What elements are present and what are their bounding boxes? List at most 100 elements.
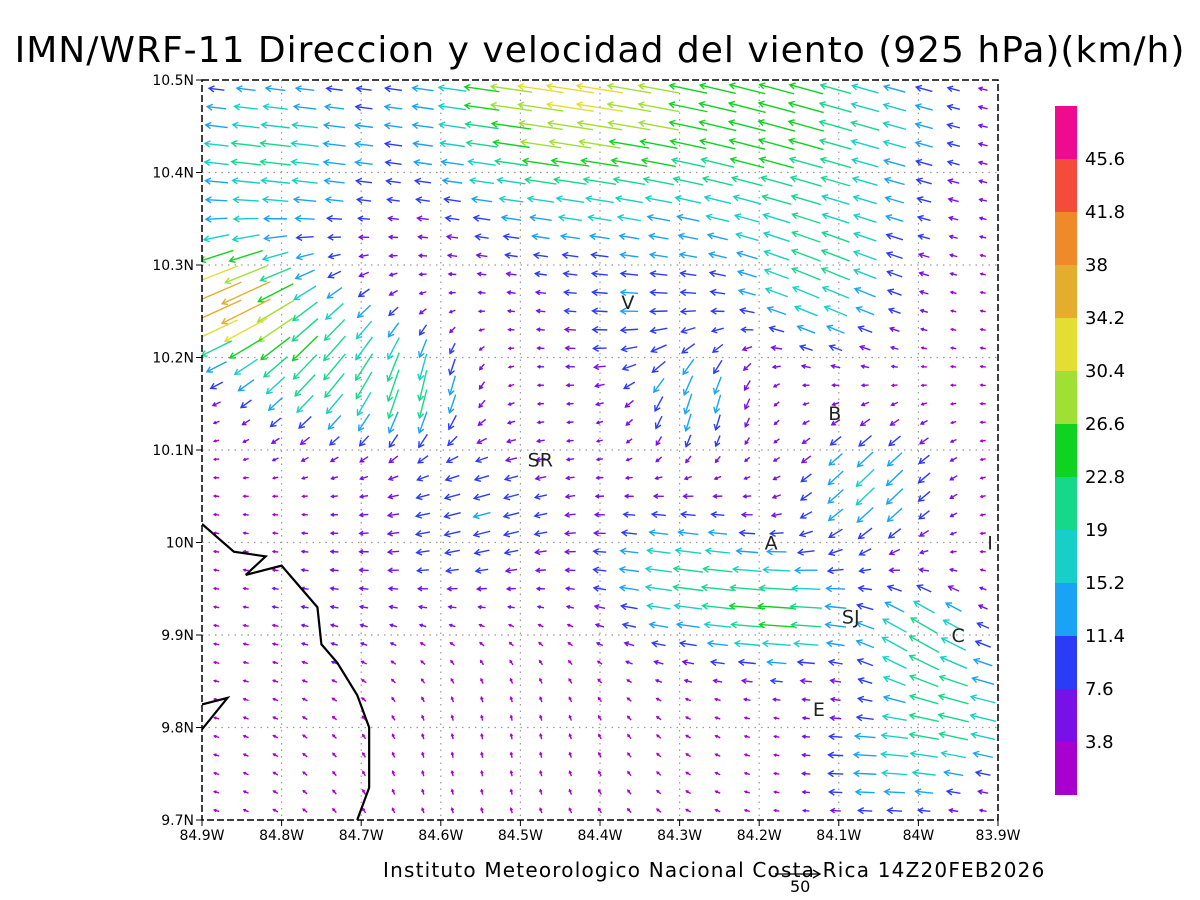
wind-arrow <box>670 157 705 168</box>
wind-arrow <box>291 318 319 342</box>
wind-arrow <box>974 639 991 648</box>
wind-arrow <box>450 732 455 740</box>
wind-arrow <box>322 140 346 148</box>
wind-arrow <box>272 734 279 739</box>
wind-arrow <box>764 286 788 298</box>
wind-arrow <box>496 176 526 185</box>
wind-arrow <box>490 120 532 130</box>
wind-arrow <box>421 696 425 703</box>
wind-arrow <box>489 83 533 93</box>
colorbar-label: 45.6 <box>1085 149 1125 170</box>
wind-arrow <box>701 602 734 610</box>
wind-arrow <box>323 177 345 185</box>
wind-arrow <box>597 696 603 703</box>
wind-arrow <box>356 304 372 319</box>
wind-arrow <box>736 269 757 278</box>
colorbar-label: 11.4 <box>1085 626 1125 647</box>
wind-arrow <box>948 215 959 222</box>
wind-arrow <box>714 734 721 739</box>
wind-arrow <box>676 213 700 222</box>
wind-arrow <box>949 271 958 277</box>
wind-arrow <box>591 288 608 297</box>
wind-arrow <box>668 119 708 131</box>
wind-arrow <box>212 475 220 480</box>
wind-arrow <box>387 493 399 500</box>
wind-arrow <box>300 456 309 462</box>
wind-arrow <box>242 679 249 683</box>
wind-arrow <box>568 733 573 740</box>
wind-arrow <box>673 602 703 610</box>
wind-arrow <box>207 85 225 93</box>
wind-arrow <box>241 419 251 426</box>
wind-arrow <box>704 547 730 555</box>
wind-arrow <box>242 623 249 628</box>
wind-arrow <box>209 381 224 390</box>
wind-arrow <box>649 288 668 297</box>
wind-arrow <box>853 732 876 740</box>
wind-arrow <box>713 394 722 414</box>
wind-arrow <box>330 476 339 481</box>
wind-arrow <box>829 715 842 722</box>
wind-arrow <box>756 602 796 610</box>
wind-arrow <box>323 318 346 342</box>
wind-arrow <box>918 437 929 445</box>
wind-arrow <box>979 420 986 425</box>
wind-arrow <box>502 530 520 538</box>
wind-arrow <box>414 530 431 538</box>
place-label: SR <box>528 449 553 471</box>
wind-arrow <box>884 601 905 613</box>
lon-tick-label: 84.7W <box>339 828 384 844</box>
colorbar-label: 38 <box>1085 255 1108 276</box>
wind-arrow <box>354 103 373 111</box>
wind-arrow <box>291 301 318 322</box>
wind-arrow <box>473 548 490 556</box>
wind-arrow <box>827 658 843 667</box>
wind-arrow <box>584 195 614 204</box>
wind-arrow <box>595 475 604 480</box>
wind-arrow <box>762 566 791 574</box>
wind-arrow <box>799 677 812 685</box>
wind-arrow <box>978 586 987 591</box>
wind-arrow <box>562 270 578 278</box>
wind-arrow <box>885 214 904 222</box>
wind-arrow <box>535 308 546 314</box>
wind-arrow <box>292 196 317 204</box>
reference-vector <box>775 869 822 879</box>
wind-arrow <box>271 660 279 665</box>
lon-tick-label: 84.1W <box>816 828 861 844</box>
wind-arrow <box>859 418 871 427</box>
wind-arrow <box>829 696 841 703</box>
wind-arrow <box>654 396 664 413</box>
wind-arrow <box>212 549 220 554</box>
wind-arrow <box>827 470 844 486</box>
wind-arrow <box>212 512 220 517</box>
wind-arrow <box>787 119 825 132</box>
wind-arrow <box>742 697 751 702</box>
wind-arrow <box>443 530 461 538</box>
wind-arrow <box>683 413 692 433</box>
place-label: E <box>813 699 825 721</box>
wind-arrow <box>801 715 810 721</box>
wind-arrow <box>361 733 367 740</box>
wind-arrow <box>712 678 723 684</box>
wind-arrow <box>301 697 308 702</box>
wind-arrow <box>292 354 318 380</box>
wind-arrow <box>737 288 756 296</box>
wind-arrow <box>802 419 810 425</box>
wind-arrow <box>730 621 764 629</box>
wind-arrow <box>563 548 576 555</box>
wind-arrow <box>242 494 249 498</box>
wind-arrow <box>738 307 755 315</box>
wind-arrow <box>829 436 842 446</box>
wind-arrow <box>494 157 528 167</box>
wind-arrow <box>299 436 311 446</box>
wind-arrow <box>359 641 368 646</box>
wind-arrow <box>762 231 790 243</box>
wind-arrow <box>908 731 939 741</box>
wind-arrow <box>979 383 986 387</box>
wind-arrow <box>852 268 877 280</box>
wind-arrow <box>880 732 908 740</box>
wind-arrow <box>213 734 220 739</box>
wind-arrow <box>858 344 871 351</box>
wind-arrow <box>445 455 459 464</box>
